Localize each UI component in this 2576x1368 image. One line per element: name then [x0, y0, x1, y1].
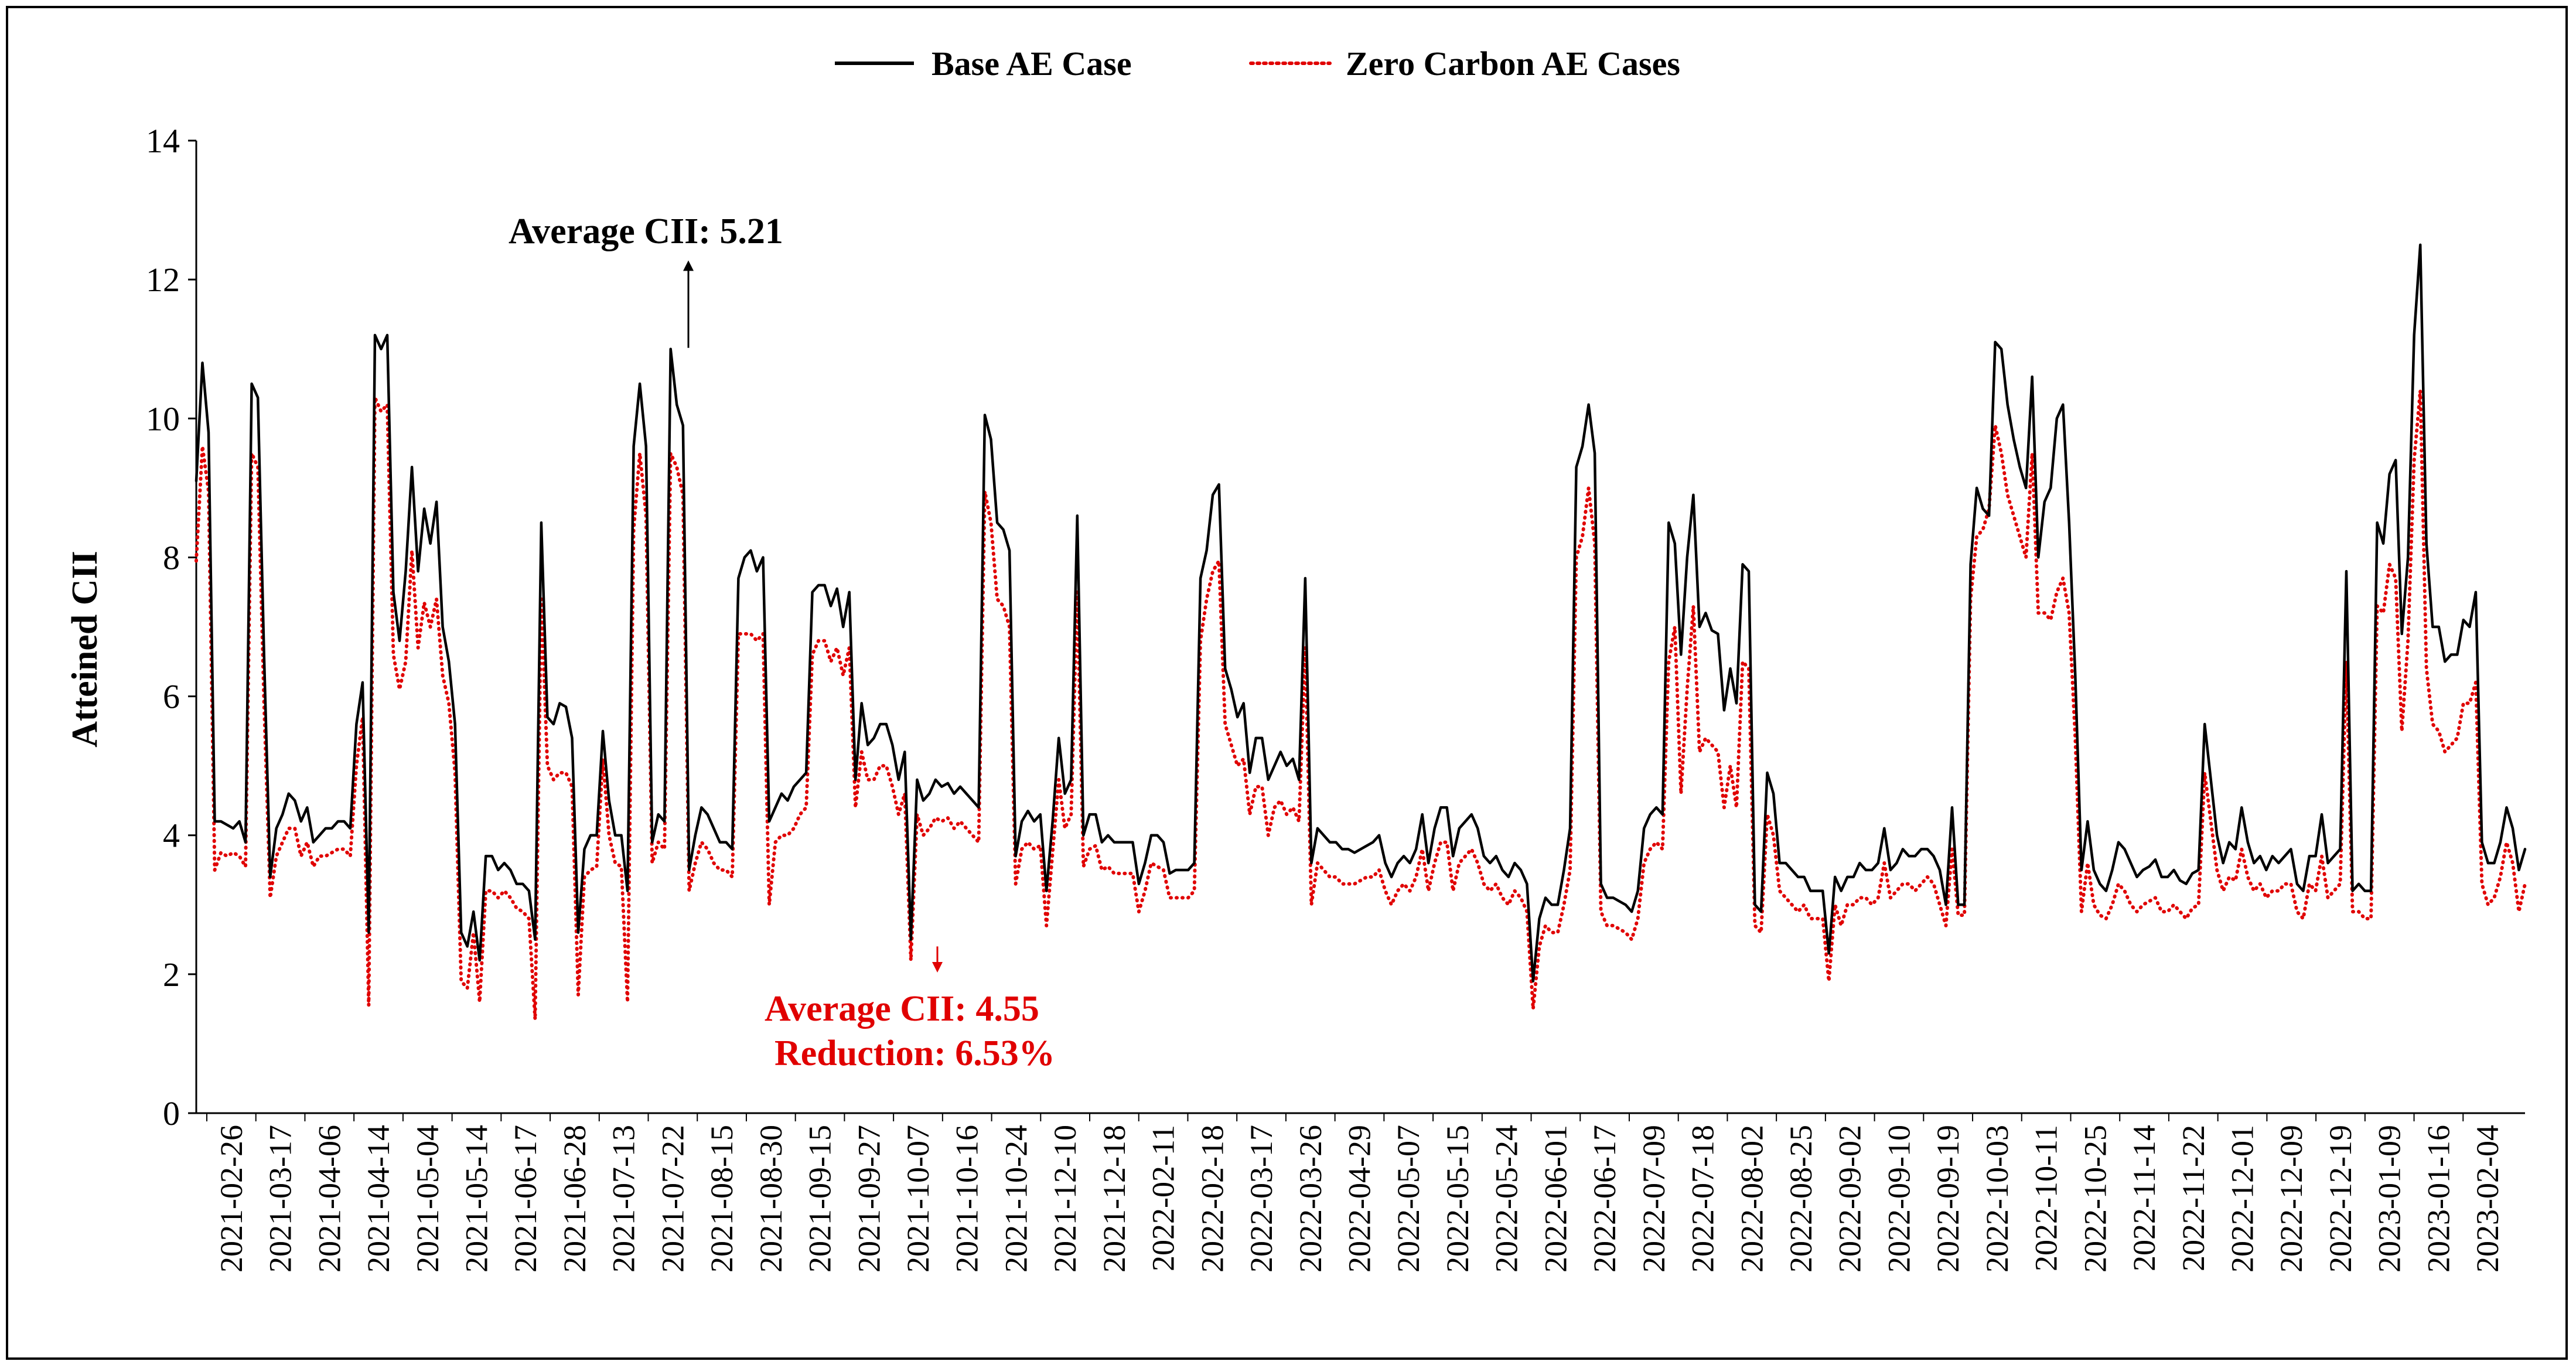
x-tick-label: 2022-08-02	[1734, 1125, 1769, 1273]
x-tick-label: 2022-10-25	[2077, 1125, 2113, 1273]
x-tick-label: 2022-10-11	[2029, 1125, 2064, 1271]
x-tick-label: 2022-11-22	[2176, 1125, 2211, 1271]
x-tick-label: 2022-07-18	[1686, 1125, 1721, 1273]
y-axis-label: Atteined CII	[65, 551, 105, 748]
x-tick-label: 2022-03-26	[1293, 1125, 1328, 1273]
x-tick-label: 2021-09-27	[851, 1125, 886, 1273]
annotations: Average CII: 5.21 Average CII: 4.55 Redu…	[509, 211, 1055, 1073]
x-tick-label: 2021-12-18	[1097, 1125, 1132, 1273]
x-tick-label: 2022-06-17	[1587, 1125, 1622, 1273]
x-tick-label: 2021-08-15	[704, 1125, 739, 1273]
y-tick-label: 12	[146, 261, 180, 299]
annotation-average-base: Average CII: 5.21	[509, 211, 783, 251]
x-tick-label: 2022-12-19	[2323, 1125, 2358, 1273]
y-tick-label: 14	[146, 122, 180, 160]
x-tick-label: 2021-03-17	[263, 1125, 298, 1273]
x-tick-label: 2021-10-07	[900, 1125, 936, 1273]
legend-label-base: Base AE Case	[932, 45, 1132, 83]
x-tick-label: 2022-07-09	[1636, 1125, 1671, 1273]
series-line-zero-carbon	[195, 388, 2527, 1021]
x-tick-label: 2022-02-18	[1195, 1125, 1230, 1273]
x-tick-label: 2022-09-02	[1833, 1125, 1868, 1273]
legend-label-zero-carbon: Zero Carbon AE Cases	[1346, 45, 1680, 83]
series-line-base	[195, 243, 2527, 982]
x-tick-label: 2021-10-24	[998, 1125, 1033, 1273]
x-axis: 2021-02-26 2021-03-17 2021-04-06 2021-04-14…	[196, 1112, 2525, 1273]
x-tick-label: 2022-09-19	[1930, 1125, 1966, 1273]
x-tick-label: 2022-10-03	[1980, 1125, 2015, 1273]
x-tick-label: 2021-07-13	[606, 1125, 642, 1273]
x-tick-label: 2022-05-15	[1440, 1125, 1475, 1273]
x-tick-label: 2022-06-01	[1538, 1125, 1573, 1273]
x-tick-label: 2022-04-29	[1342, 1125, 1377, 1273]
y-tick-label: 10	[146, 400, 180, 438]
annotation-reduction: Reduction: 6.53%	[774, 1033, 1055, 1073]
annotation-average-zero-carbon: Average CII: 4.55	[765, 989, 1039, 1029]
y-tick-label: 2	[163, 956, 180, 994]
x-tick-label: 2023-02-04	[2470, 1125, 2505, 1273]
x-tick-label: 2021-04-06	[312, 1125, 347, 1273]
x-tick-label: 2021-05-04	[410, 1125, 445, 1273]
x-tick-label: 2022-09-10	[1881, 1125, 1916, 1273]
x-tick-label: 2022-12-09	[2274, 1125, 2309, 1273]
x-tick-label: 2022-11-14	[2127, 1125, 2162, 1271]
chart-frame	[6, 6, 2568, 1360]
x-tick-label: 2022-03-17	[1244, 1125, 1279, 1273]
x-tick-label: 2022-05-07	[1391, 1125, 1426, 1273]
x-tick-label: 2022-12-01	[2225, 1125, 2260, 1273]
x-tick-label: 2023-01-09	[2372, 1125, 2407, 1273]
x-tick-label: 2021-05-14	[459, 1125, 494, 1273]
x-tick-label: 2022-08-25	[1783, 1125, 1818, 1273]
y-tick-label: 4	[163, 817, 180, 855]
x-tick-label: 2021-12-10	[1048, 1125, 1083, 1273]
x-tick-label: 2022-05-24	[1489, 1125, 1524, 1273]
x-tick-label: 2021-10-16	[950, 1125, 985, 1273]
y-tick-label: 8	[163, 538, 180, 576]
x-tick-label: 2023-01-16	[2421, 1125, 2456, 1273]
x-tick-label: 2021-06-28	[557, 1125, 592, 1273]
x-tick-label: 2021-06-17	[508, 1125, 543, 1273]
y-axis: 0 2 4 6 8 10 12 14	[146, 122, 197, 1132]
x-tick-label: 2021-09-15	[803, 1125, 838, 1273]
x-tick-label: 2021-07-22	[655, 1125, 690, 1273]
x-tick-label: 2021-02-26	[214, 1125, 249, 1273]
y-tick-label: 6	[163, 678, 180, 716]
x-tick-label: 2021-04-14	[361, 1125, 396, 1273]
legend: Base AE Case Zero Carbon AE Cases	[835, 45, 1680, 83]
x-tick-label: 2022-02-11	[1146, 1125, 1181, 1271]
x-tick-label: 2021-08-30	[753, 1125, 789, 1273]
y-tick-label: 0	[163, 1094, 180, 1132]
series-group	[195, 243, 2527, 1021]
